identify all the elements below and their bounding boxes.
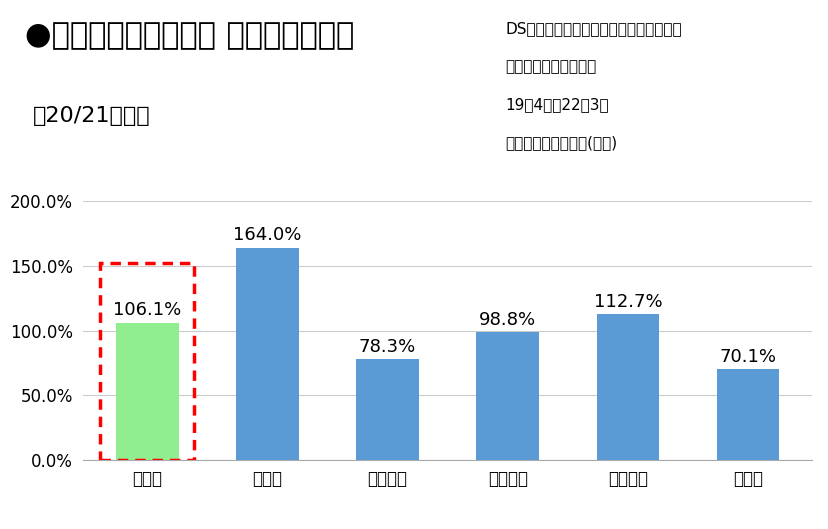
Text: 106.1%: 106.1%: [113, 302, 181, 320]
Text: 98.8%: 98.8%: [479, 311, 536, 329]
Bar: [356, 359, 418, 460]
Bar: [716, 369, 778, 460]
Text: ●クルマ用無香タイプ マーケット状況: ●クルマ用無香タイプ マーケット状況: [25, 21, 354, 50]
Bar: [236, 248, 298, 460]
Text: 20/21年比、: 20/21年比、: [33, 106, 151, 126]
Bar: [596, 314, 658, 460]
Text: カールート消臭芳香劑: カールート消臭芳香劑: [505, 59, 596, 74]
Text: 164.0%: 164.0%: [233, 226, 301, 244]
Text: 70.1%: 70.1%: [719, 348, 776, 366]
Bar: [100, 263, 194, 460]
Text: 112.7%: 112.7%: [593, 293, 662, 311]
Text: DS：　（株）インテージ　　ＳＲＩ＋Ｍ: DS： （株）インテージ ＳＲＩ＋Ｍ: [505, 21, 681, 36]
Bar: [476, 332, 538, 460]
Text: 指標：推計販売規模(金額): 指標：推計販売規模(金額): [505, 135, 617, 150]
Text: 19年4月～22年3月: 19年4月～22年3月: [505, 97, 609, 112]
Text: 78.3%: 78.3%: [359, 338, 416, 355]
Bar: [116, 323, 178, 460]
